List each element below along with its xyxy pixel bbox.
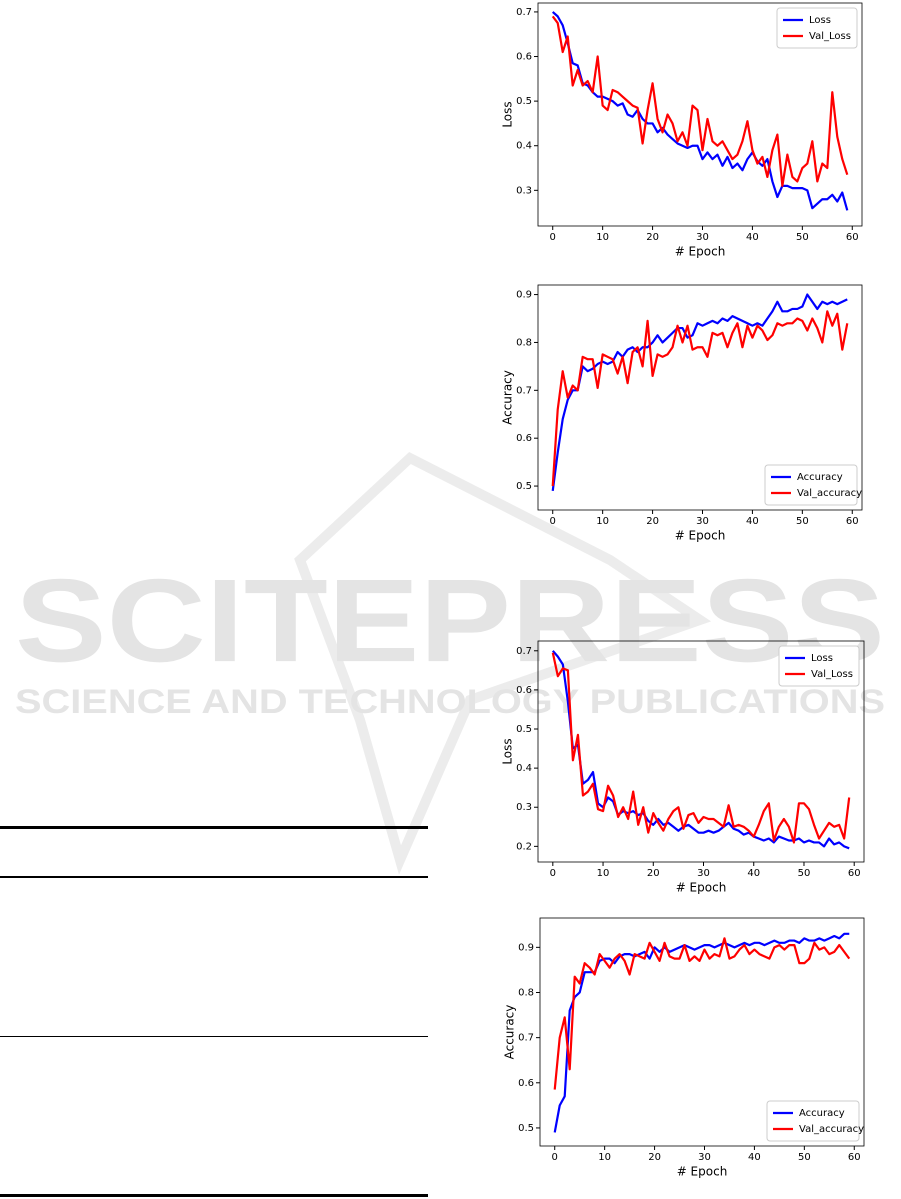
chart: 0 10 20 30 40 50 600.30.40.50.60.7# EpochLossL… (501, 2, 863, 259)
watermark: SCITEPRESS SCIENCE AND TECHNOLOGY PUBLIC… (15, 451, 885, 875)
x-tick-label: 40 (746, 516, 759, 527)
watermark-logo (294, 451, 712, 875)
y-tick-label: 0.5 (516, 481, 532, 492)
table-rule (0, 1036, 428, 1037)
chart: 0 10 20 30 40 50 60 0.5 0.6 0.7 0.8 0.9 # Epoch Accur… (501, 284, 863, 543)
series-line (551, 310, 849, 487)
y-tick-label: 0.9 (516, 290, 532, 301)
x-tick-label: 30 (698, 1152, 711, 1163)
x-tick-label: 20 (646, 516, 659, 527)
legend-box (776, 7, 858, 49)
series-line (553, 937, 851, 1090)
y-tick-label: 0.7 (516, 385, 532, 396)
watermark-subtitle: SCIENCE AND TECHNOLOGY PUBLICATIONS (15, 683, 885, 721)
legend-label: Val_accuracy (799, 1124, 864, 1135)
x-tick-label: 50 (798, 868, 811, 879)
y-tick-label: 0.2 (516, 841, 532, 852)
x-tick-label: 20 (646, 232, 659, 243)
y-axis-label: Accuracy (503, 1005, 517, 1060)
x-tick-label: 60 (846, 516, 859, 527)
x-tick-label: 20 (647, 868, 660, 879)
y-tick-label: 0.4 (516, 141, 532, 152)
y-tick-label: 0.5 (518, 1123, 534, 1134)
y-tick-label: 0.8 (518, 987, 534, 998)
table-rule (0, 876, 428, 878)
series-line (551, 652, 851, 844)
legend: Loss Val_Loss (778, 645, 860, 687)
x-tick-label: 10 (596, 516, 609, 527)
x-tick-label: 50 (796, 232, 809, 243)
x-axis-label: # Epoch (675, 245, 726, 259)
x-tick-label: 0 (550, 516, 556, 527)
legend-label: Val_Loss (809, 31, 851, 42)
x-axis-label: # Epoch (676, 881, 727, 895)
plot-frame (537, 2, 863, 227)
x-axis-label: # Epoch (677, 1165, 728, 1179)
series-line (551, 650, 850, 850)
x-tick-label: 0 (552, 1152, 558, 1163)
plot-frame (537, 640, 865, 863)
plot-frame (539, 917, 865, 1147)
table-rule (0, 826, 428, 829)
chart: 0 10 20 30 40 50 60 0.5 0.6 0.7 0.8 0.9 # Epoch Accur… (503, 917, 865, 1179)
legend-label: Val_Loss (811, 669, 853, 680)
legend-label: Accuracy (799, 1108, 845, 1119)
x-tick-label: 10 (598, 1152, 611, 1163)
y-tick-label: 0.7 (516, 7, 532, 18)
x-tick-label: 60 (846, 232, 859, 243)
legend: Accuracy Val_accuracy (764, 464, 862, 506)
legend: Accuracy Val_accuracy (766, 1100, 864, 1142)
legend: Loss Val_Loss (776, 7, 858, 49)
legend-label: Loss (811, 653, 833, 664)
watermark-title: SCITEPRESS (15, 555, 885, 687)
x-tick-label: 60 (848, 1152, 861, 1163)
x-tick-label: 60 (848, 868, 861, 879)
x-tick-label: 50 (798, 1152, 811, 1163)
x-tick-label: 40 (746, 232, 759, 243)
y-tick-label: 0.3 (516, 185, 532, 196)
y-tick-label: 0.6 (516, 433, 532, 444)
plot-frame (537, 284, 863, 511)
y-tick-label: 0.6 (516, 685, 532, 696)
x-tick-label: 40 (748, 1152, 761, 1163)
x-tick-label: 20 (648, 1152, 661, 1163)
y-tick-label: 0.7 (516, 646, 532, 657)
x-tick-label: 50 (796, 516, 809, 527)
legend-label: Val_accuracy (797, 488, 862, 499)
y-tick-label: 0.4 (516, 763, 532, 774)
chart: 0 10 20 30 40 50 60 0.2 0.3 0.4 0.5 0.6 0.7 # Epoch Lo… (501, 640, 865, 895)
y-tick-label: 0.6 (518, 1078, 534, 1089)
x-tick-label: 0 (550, 232, 556, 243)
legend-label: Loss (809, 15, 831, 26)
x-tick-label: 10 (597, 868, 610, 879)
x-tick-label: 30 (696, 516, 709, 527)
table-rule (0, 1194, 428, 1197)
legend-label: Accuracy (797, 472, 843, 483)
x-tick-label: 0 (550, 868, 556, 879)
y-tick-label: 0.9 (518, 942, 534, 953)
legend-box (766, 1100, 860, 1142)
y-axis-label: Loss (501, 101, 515, 127)
x-tick-label: 10 (596, 232, 609, 243)
x-tick-label: 30 (696, 232, 709, 243)
y-axis-label: Accuracy (501, 370, 515, 425)
x-tick-label: 40 (747, 868, 760, 879)
x-axis-label: # Epoch (675, 529, 726, 543)
y-tick-label: 0.8 (516, 337, 532, 348)
y-tick-label: 0.5 (516, 724, 532, 735)
x-tick-label: 30 (697, 868, 710, 879)
y-axis-label: Loss (501, 738, 515, 764)
series-line (551, 15, 849, 187)
legend-box (764, 464, 858, 506)
y-tick-label: 0.3 (516, 802, 532, 813)
legend-box (778, 645, 860, 687)
y-tick-label: 0.5 (516, 96, 532, 107)
y-tick-label: 0.6 (516, 52, 532, 63)
y-tick-label: 0.7 (518, 1033, 534, 1044)
